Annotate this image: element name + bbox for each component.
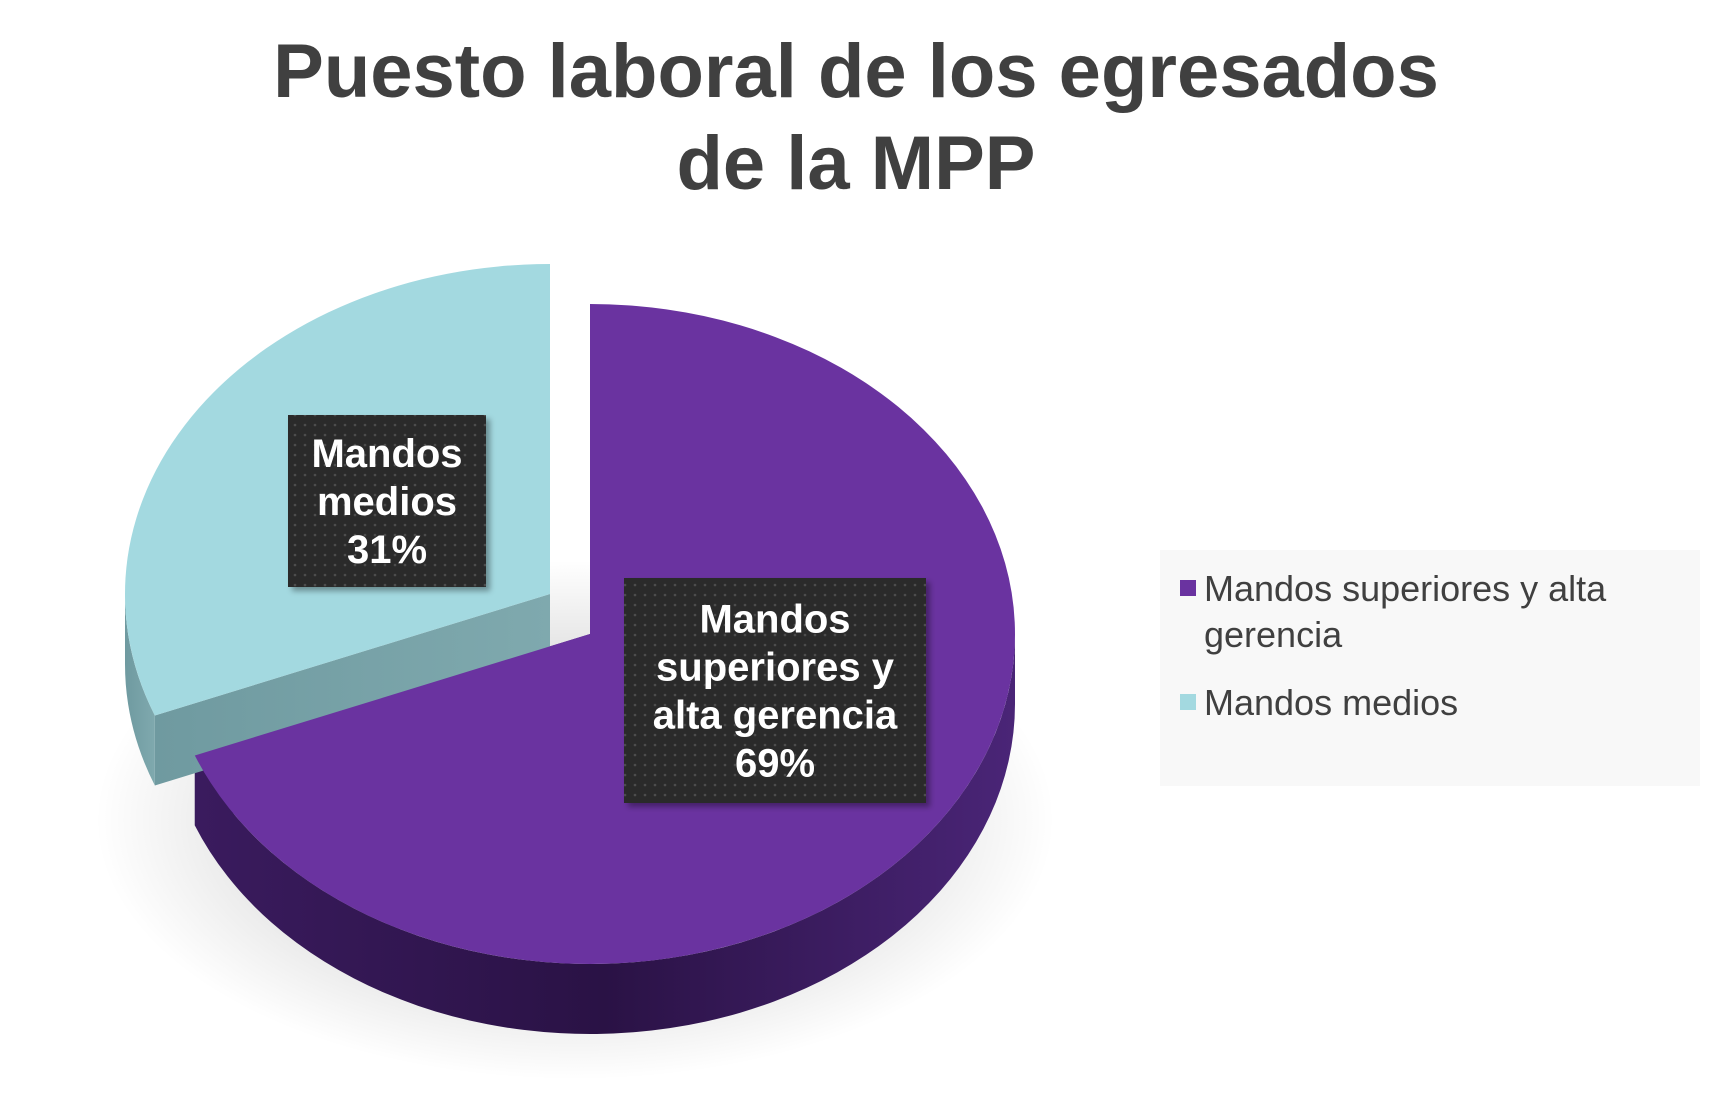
legend-swatch-mandos-superiores — [1180, 580, 1196, 596]
data-label-box-mandos-medios — [288, 415, 486, 587]
data-label-mandos-superiores-line-4: 69% — [735, 742, 815, 786]
legend-label-mandos-medios: Mandos medios — [1204, 682, 1459, 723]
legend-label-mandos-superiores: Mandos superiores y alta gerencia — [1204, 568, 1607, 655]
pie-side-mandos-medios — [125, 594, 155, 786]
pie-side-mandos-superiores — [194, 634, 1016, 1034]
data-label-box-mandos-superiores — [624, 578, 926, 803]
data-label-mandos-medios-line-1: Mandos — [311, 432, 462, 476]
data-label-mandos-superiores-line-3: alta gerencia — [653, 694, 898, 738]
data-label-mandos-superiores-line-2: superiores y — [656, 646, 895, 690]
legend-swatch-mandos-medios — [1180, 694, 1196, 710]
data-label-mandos-medios-line-3: 31% — [347, 528, 427, 572]
legend-item-mandos-medios: Mandos medios — [1180, 680, 1690, 726]
data-label-mandos-medios-line-2: medios — [317, 480, 457, 524]
chart-title-line-1: Puesto laboral de los egresados — [273, 29, 1439, 114]
data-label-mandos-superiores-line-1: Mandos — [699, 598, 850, 642]
legend-item-mandos-superiores: Mandos superiores y alta gerencia — [1180, 566, 1690, 658]
chart-title-line-2: de la MPP — [676, 121, 1036, 206]
chart-legend: Mandos superiores y alta gerencia Mandos… — [1160, 550, 1700, 786]
chart-title: Puesto laboral de los egresados de la MP… — [0, 26, 1712, 210]
